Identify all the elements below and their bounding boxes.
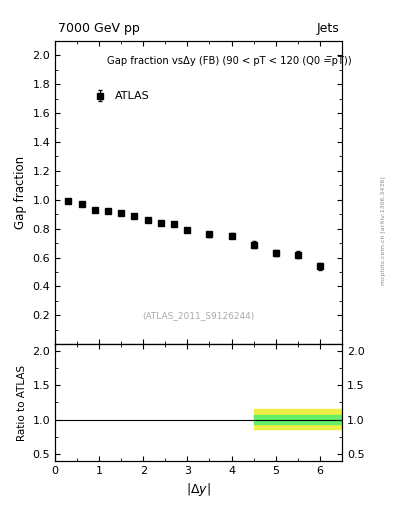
- X-axis label: $|\Delta y|$: $|\Delta y|$: [186, 481, 211, 498]
- Text: mcplots.cern.ch [arXiv:1306.3436]: mcplots.cern.ch [arXiv:1306.3436]: [381, 176, 386, 285]
- Text: (ATLAS_2011_S9126244): (ATLAS_2011_S9126244): [142, 311, 255, 320]
- Y-axis label: Ratio to ATLAS: Ratio to ATLAS: [17, 365, 27, 440]
- Text: 7000 GeV pp: 7000 GeV pp: [58, 22, 140, 35]
- Legend: ATLAS: ATLAS: [84, 86, 155, 107]
- Bar: [253, 410, 342, 429]
- Text: Jets: Jets: [316, 22, 339, 35]
- Y-axis label: Gap fraction: Gap fraction: [14, 156, 27, 229]
- Text: Gap fraction vsΔy (FB) (90 < pT < 120 (Q0 =̅pT)): Gap fraction vsΔy (FB) (90 < pT < 120 (Q…: [107, 56, 351, 66]
- Bar: [253, 415, 342, 424]
